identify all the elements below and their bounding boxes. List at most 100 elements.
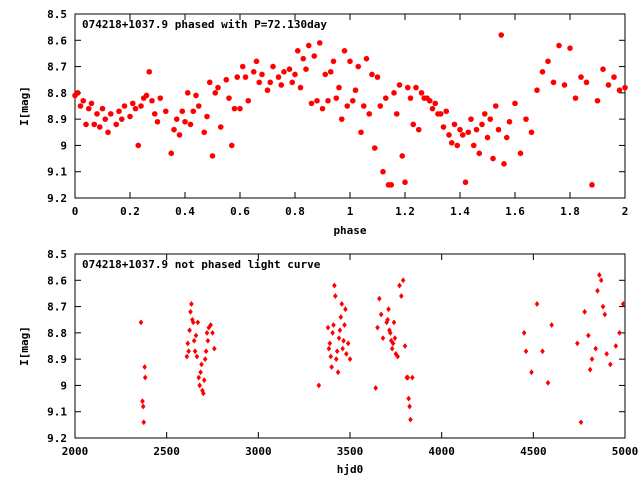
data-point	[410, 121, 417, 128]
data-point	[479, 121, 485, 128]
data-point	[275, 74, 282, 80]
data-point	[400, 277, 406, 284]
data-point	[465, 129, 472, 136]
data-point	[388, 337, 394, 344]
data-point	[328, 353, 334, 360]
data-point	[583, 79, 590, 86]
data-point	[375, 324, 380, 331]
data-point	[149, 97, 155, 104]
data-point	[329, 364, 334, 370]
data-point	[454, 142, 461, 149]
data-point	[587, 366, 593, 373]
data-point	[572, 95, 579, 101]
data-point	[369, 71, 375, 78]
data-point	[602, 311, 608, 318]
data-point	[459, 132, 466, 138]
data-point	[223, 76, 230, 83]
data-point	[99, 105, 106, 112]
data-point	[330, 58, 337, 65]
x-tick-label: 4500	[520, 445, 547, 458]
data-point	[385, 316, 390, 323]
data-point	[386, 306, 391, 313]
data-point	[330, 329, 335, 336]
data-point	[391, 90, 397, 96]
data-point	[201, 390, 206, 397]
data-point	[550, 79, 557, 86]
data-point	[378, 311, 384, 318]
data-point	[390, 340, 396, 347]
data-point	[448, 140, 455, 146]
unphased-light-curve-panel: 2000 2500 3000 3500 4000 4500 5000 8.5 8.6 8.7 8.8…	[18, 248, 638, 476]
x-axis-title: hjd0	[337, 463, 364, 476]
y-tick-label: 8.7	[47, 301, 67, 314]
data-point	[143, 92, 150, 99]
data-point	[451, 121, 458, 128]
data-point	[399, 293, 404, 299]
data-point	[620, 301, 626, 307]
x-tick-label: 3500	[337, 445, 364, 458]
data-point	[129, 100, 136, 107]
data-point	[487, 116, 494, 122]
data-point	[231, 105, 238, 112]
data-point	[173, 116, 180, 122]
y-tick-label: 8.9	[47, 353, 67, 366]
y-tick-label: 8.9	[47, 113, 67, 126]
y-tick-label: 8.6	[47, 274, 67, 287]
x-tick-label: 5000	[612, 445, 639, 458]
data-point	[286, 66, 293, 72]
data-point	[534, 87, 540, 94]
data-point	[204, 329, 210, 336]
data-point	[195, 319, 201, 326]
data-point	[319, 105, 326, 112]
data-point	[440, 124, 447, 130]
x-tick-label: 0.2	[120, 205, 140, 218]
data-point	[157, 95, 164, 101]
data-point	[253, 58, 260, 65]
y-tick-label: 8.5	[47, 248, 67, 261]
data-point	[188, 308, 193, 315]
data-point	[593, 345, 598, 352]
data-point	[311, 53, 318, 59]
data-point	[413, 84, 419, 91]
data-point	[294, 48, 301, 54]
data-point	[94, 111, 100, 117]
data-point	[363, 55, 370, 62]
data-point	[418, 90, 425, 96]
data-point	[415, 126, 422, 133]
data-point	[380, 168, 386, 175]
data-point	[281, 69, 287, 75]
y-tick-label: 8.6	[47, 34, 67, 47]
data-point	[344, 350, 349, 357]
data-point	[406, 395, 411, 402]
data-point	[190, 319, 196, 326]
x-axis-title: phase	[333, 224, 366, 237]
data-point	[338, 314, 344, 320]
data-point	[138, 103, 144, 109]
data-point	[595, 287, 600, 294]
data-point	[506, 118, 513, 125]
data-point	[341, 337, 346, 344]
y-tick-label: 8.8	[47, 87, 67, 100]
data-point	[256, 79, 263, 86]
data-point	[374, 74, 381, 80]
data-point	[74, 90, 81, 96]
data-point	[162, 108, 169, 115]
phased-light-curve-panel: 0 0.2 0.4 0.6 0.8 1 1.2 1.4 1.6 1.8 2 8.5 8.6 8.7 8.8 8…	[18, 8, 628, 237]
data-point	[443, 108, 450, 115]
x-tick-label: 2	[622, 205, 629, 218]
y-tick-label: 9.1	[47, 166, 67, 179]
data-point	[395, 353, 400, 360]
data-point	[343, 306, 348, 313]
data-point	[179, 108, 186, 115]
y-tick-label: 8.5	[47, 8, 67, 21]
data-point	[206, 79, 213, 86]
x-tick-label: 0.4	[175, 205, 195, 218]
data-point	[190, 316, 195, 323]
data-point	[371, 145, 378, 151]
data-point	[146, 69, 153, 75]
data-point	[88, 100, 95, 107]
data-point	[336, 84, 342, 91]
data-point	[384, 319, 389, 326]
x-tick-label: 0.8	[285, 205, 305, 218]
data-point	[352, 87, 359, 94]
